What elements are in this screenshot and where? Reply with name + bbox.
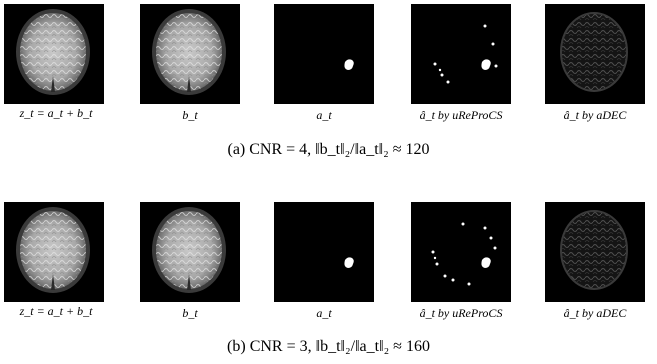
caption-a: (a) CNR = 4, ‖b_t‖₂/‖a_t‖₂ ≈ 120 — [227, 141, 430, 158]
image-background-b-row1 — [140, 4, 240, 104]
caption-b: (b) CNR = 3, ‖b_t‖₂/‖a_t‖₂ ≈ 160 — [227, 338, 430, 355]
image-ureprocs-estimate-row2 — [411, 202, 511, 302]
image-adec-estimate-row2 — [545, 202, 645, 302]
label-observed-row1: z_t = a_t + b_t — [19, 106, 93, 120]
image-ureprocs-estimate-row1 — [411, 4, 511, 104]
image-observed-z-row2 — [4, 202, 104, 302]
image-sparse-a-row1 — [274, 4, 374, 104]
label-adec-row2: â_t by aDEC — [563, 306, 627, 320]
label-ureprocs-row2: â_t by uReProCS — [419, 306, 503, 320]
label-sparse-row1: a_t — [316, 108, 332, 122]
label-background-row1: b_t — [182, 108, 198, 122]
label-adec-row1: â_t by aDEC — [563, 108, 627, 122]
image-background-b-row2 — [140, 202, 240, 302]
label-ureprocs-row1: â_t by uReProCS — [419, 108, 503, 122]
image-observed-z-row1 — [4, 4, 104, 104]
label-sparse-row2: a_t — [316, 306, 332, 320]
image-sparse-a-row2 — [274, 202, 374, 302]
label-observed-row2: z_t = a_t + b_t — [19, 304, 93, 318]
label-background-row2: b_t — [182, 306, 198, 320]
image-adec-estimate-row1 — [545, 4, 645, 104]
